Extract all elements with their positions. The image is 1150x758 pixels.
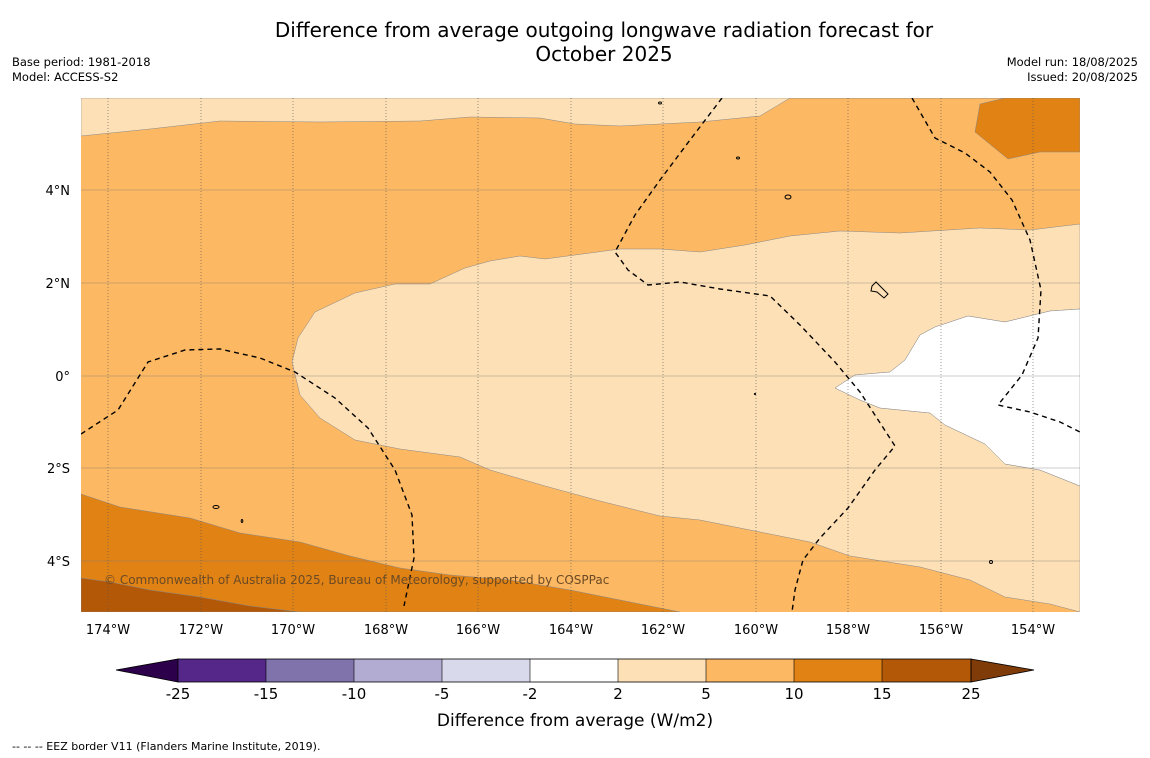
lon-label: 166°W: [456, 623, 500, 638]
metadata-left: Base period: 1981-2018 Model: ACCESS-S2: [12, 55, 151, 85]
lon-label: 170°W: [271, 623, 315, 638]
colorbar-tick: 5: [701, 685, 711, 703]
copyright-notice: © Commonwealth of Australia 2025, Bureau…: [104, 573, 609, 587]
lat-label: 4°N: [46, 184, 71, 199]
lon-label: 174°W: [86, 623, 130, 638]
lon-label: 164°W: [549, 623, 593, 638]
islands: [212, 101, 993, 564]
lat-label: 2°S: [47, 462, 70, 477]
colorbar-swatch: [794, 659, 882, 682]
lon-label: 154°W: [1011, 623, 1055, 638]
island: [784, 194, 792, 200]
lon-label: 160°W: [734, 623, 778, 638]
colorbar-tick: -25: [166, 685, 191, 703]
lat-label: 0°: [55, 370, 70, 385]
title-line-1: Difference from average outgoing longwav…: [274, 18, 934, 42]
contour-15-25-south: [81, 577, 301, 612]
eez-footnote: -- -- -- EEZ border V11 (Flanders Marine…: [12, 740, 321, 753]
contour-10-15-northeast: [974, 98, 1080, 160]
colorbar-swatch: [442, 659, 530, 682]
map-title: Difference from average outgoing longwav…: [0, 18, 1150, 66]
colorbar-swatch: [178, 659, 266, 682]
colorbar-ticks: -25 -15 -10 -5 -2 2 5 10 15 25: [166, 685, 981, 703]
metadata-right: Model run: 18/08/2025 Issued: 20/08/2025: [1007, 55, 1138, 85]
eez-borders: [81, 98, 1080, 612]
eez-border-west: [81, 348, 415, 607]
eez-border-central: [614, 98, 896, 612]
colorbar-tick: -2: [523, 685, 538, 703]
latitude-labels: 4°N 2°N 0° 2°S 4°S: [46, 184, 71, 570]
colorbar-swatch: [354, 659, 442, 682]
model-run: Model run: 18/08/2025: [1006, 55, 1138, 69]
lon-label: 168°W: [364, 623, 408, 638]
longitude-labels: 174°W 172°W 170°W 168°W 166°W 164°W 162°…: [86, 623, 1055, 638]
island-kiritimati: [870, 281, 889, 299]
island: [212, 505, 220, 509]
base-period: Base period: 1981-2018: [12, 55, 151, 69]
colorbar-tick: -15: [254, 685, 279, 703]
colorbar-swatch: [618, 659, 706, 682]
lon-label: 158°W: [826, 623, 870, 638]
title-line-2: October 2025: [535, 42, 673, 66]
colorbar-label: Difference from average (W/m2): [437, 711, 713, 731]
colorbar-swatch: [530, 659, 618, 682]
colorbar-tick: 10: [784, 685, 803, 703]
lat-label: 4°S: [47, 555, 70, 570]
gridlines: [81, 98, 1080, 612]
island: [240, 519, 244, 523]
model-name: Model: ACCESS-S2: [12, 70, 119, 84]
contour-10-15-south: [81, 493, 681, 612]
island: [989, 560, 993, 564]
colorbar-swatch: [706, 659, 794, 682]
colorbar-tick: 25: [961, 685, 980, 703]
contour-neutral-east: [834, 308, 1080, 487]
island: [736, 156, 740, 160]
colorbar-extend-low: [115, 658, 179, 683]
island: [753, 392, 757, 396]
lon-label: 156°W: [919, 623, 963, 638]
colorbar-swatch: [882, 659, 971, 682]
colorbar-frame: [177, 658, 972, 683]
contour-2-5-north: [81, 98, 1080, 137]
colorbar-tick: -10: [342, 685, 367, 703]
lon-label: 162°W: [641, 623, 685, 638]
issued-date: Issued: 20/08/2025: [1027, 70, 1138, 84]
colorbar-swatch: [266, 659, 354, 682]
lat-label: 2°N: [46, 277, 71, 292]
colorbar-tick: -5: [435, 685, 450, 703]
colorbar-tick: 15: [872, 685, 891, 703]
colorbar-tick: 2: [613, 685, 623, 703]
island: [658, 101, 662, 105]
colorbar: -25 -15 -10 -5 -2 2 5 10 15 25 Differenc…: [115, 658, 1035, 731]
colorbar-extend-high: [970, 658, 1035, 683]
anomaly-contours: [81, 98, 1080, 612]
lon-label: 172°W: [179, 623, 223, 638]
